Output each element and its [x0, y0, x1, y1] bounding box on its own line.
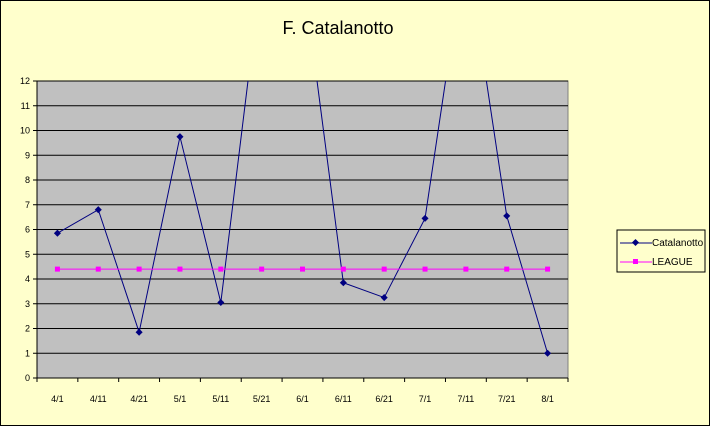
y-tick-label: 7	[25, 200, 30, 210]
series-layer	[53, 81, 552, 357]
x-tick-label: 7/21	[498, 394, 516, 404]
x-tick-label: 4/1	[51, 394, 64, 404]
y-tick-label: 5	[25, 249, 30, 259]
data-point-league	[95, 266, 101, 272]
x-tick-label: 6/1	[296, 394, 309, 404]
y-tick-label: 10	[20, 126, 30, 136]
y-tick-label: 4	[25, 274, 30, 284]
data-point-league	[177, 266, 183, 272]
x-tick-label: 5/1	[174, 394, 187, 404]
legend: Catalanotto LEAGUE	[616, 229, 706, 273]
chart-title: F. Catalanotto	[282, 18, 393, 38]
data-point-league	[300, 266, 305, 272]
y-tick-label: 2	[25, 324, 30, 334]
x-tick-label: 5/21	[253, 394, 271, 404]
data-point-catalanotto	[94, 206, 102, 214]
y-tick-label: 11	[21, 101, 30, 111]
y-tick-label: 6	[25, 225, 30, 235]
y-tick-label: 3	[25, 299, 30, 309]
data-point-league	[545, 266, 551, 272]
x-tick-label: 7/11	[457, 394, 474, 404]
data-point-league	[136, 266, 142, 272]
data-point-catalanotto	[176, 133, 184, 141]
data-point-league	[218, 266, 224, 272]
x-tick-label: 6/21	[375, 394, 393, 404]
data-point-catalanotto	[544, 349, 552, 357]
x-tick-label: 6/11	[335, 394, 352, 404]
data-point-catalanotto	[53, 229, 61, 237]
x-tick-label: 4/11	[90, 394, 107, 404]
legend-label-catalanotto: Catalanotto	[652, 238, 704, 249]
data-point-catalanotto	[135, 328, 143, 336]
data-point-league	[381, 266, 387, 272]
axes	[33, 80, 569, 382]
y-tick-label: 8	[25, 175, 30, 185]
y-tick-label: 9	[25, 150, 30, 160]
data-point-league	[463, 266, 469, 272]
data-point-league	[54, 266, 60, 272]
y-tick-label: 1	[25, 348, 30, 358]
x-tick-label: 7/1	[419, 394, 432, 404]
data-point-catalanotto	[380, 294, 388, 302]
legend-box	[616, 229, 706, 273]
data-point-league	[259, 266, 265, 272]
data-point-catalanotto	[421, 214, 429, 222]
data-point-catalanotto	[217, 298, 225, 307]
legend-marker-catalanotto	[631, 238, 640, 247]
y-tick-label: 12	[20, 76, 30, 86]
data-point-catalanotto	[503, 212, 511, 220]
data-point-catalanotto	[339, 279, 347, 287]
legend-label-league: LEAGUE	[652, 257, 693, 268]
data-point-league	[340, 266, 346, 272]
legend-marker-league	[633, 259, 638, 264]
x-tick-label: 4/21	[130, 394, 148, 404]
x-tick-labels: 4/1 4/11 4/21 5/1 5/11 5/21 6/1 6/11 6/21 7/1 7/11…	[51, 394, 554, 404]
data-point-league	[504, 266, 510, 272]
data-point-league	[422, 266, 428, 272]
gridlines	[37, 80, 568, 354]
x-tick-label: 8/1	[541, 394, 554, 404]
y-tick-label: 0	[25, 373, 30, 383]
x-tick-label: 5/11	[212, 394, 229, 404]
